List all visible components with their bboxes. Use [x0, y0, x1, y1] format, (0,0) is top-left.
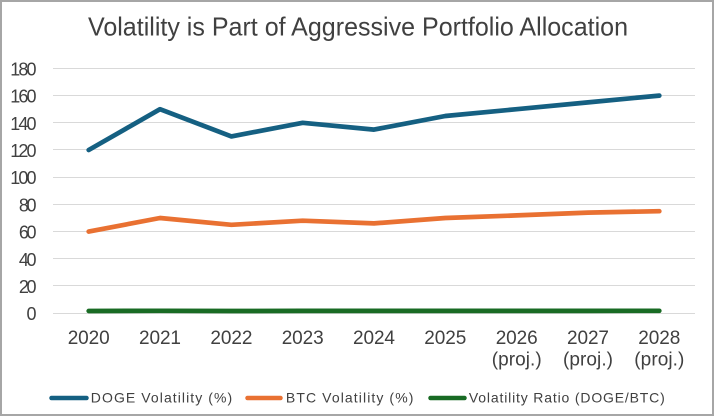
svg-text:2028: 2028 — [638, 328, 680, 349]
svg-text:2025: 2025 — [424, 328, 466, 349]
svg-text:2024: 2024 — [353, 328, 395, 349]
svg-text:2026: 2026 — [496, 328, 538, 349]
svg-text:100: 100 — [10, 168, 36, 188]
svg-text:0: 0 — [26, 304, 36, 324]
svg-text:(proj.): (proj.) — [634, 350, 684, 371]
svg-text:Volatility is Part of Aggressi: Volatility is Part of Aggressive Portfol… — [88, 12, 628, 42]
svg-text:40: 40 — [19, 250, 37, 270]
svg-text:140: 140 — [10, 114, 36, 134]
svg-text:2022: 2022 — [210, 328, 252, 349]
svg-text:Volatility Ratio (DOGE/BTC): Volatility Ratio (DOGE/BTC) — [469, 390, 665, 406]
svg-text:(proj.): (proj.) — [563, 350, 613, 371]
svg-text:180: 180 — [10, 59, 36, 79]
svg-text:2020: 2020 — [68, 328, 110, 349]
svg-text:2023: 2023 — [282, 328, 324, 349]
svg-text:20: 20 — [19, 277, 37, 297]
svg-text:160: 160 — [10, 87, 36, 107]
svg-text:60: 60 — [19, 223, 37, 243]
svg-text:80: 80 — [19, 195, 37, 215]
svg-text:2027: 2027 — [567, 328, 609, 349]
svg-text:DOGE Volatility (%): DOGE Volatility (%) — [91, 390, 232, 406]
svg-text:BTC Volatility (%): BTC Volatility (%) — [286, 390, 414, 406]
svg-text:2021: 2021 — [139, 328, 181, 349]
svg-text:(proj.): (proj.) — [492, 350, 542, 371]
svg-text:120: 120 — [10, 141, 36, 161]
